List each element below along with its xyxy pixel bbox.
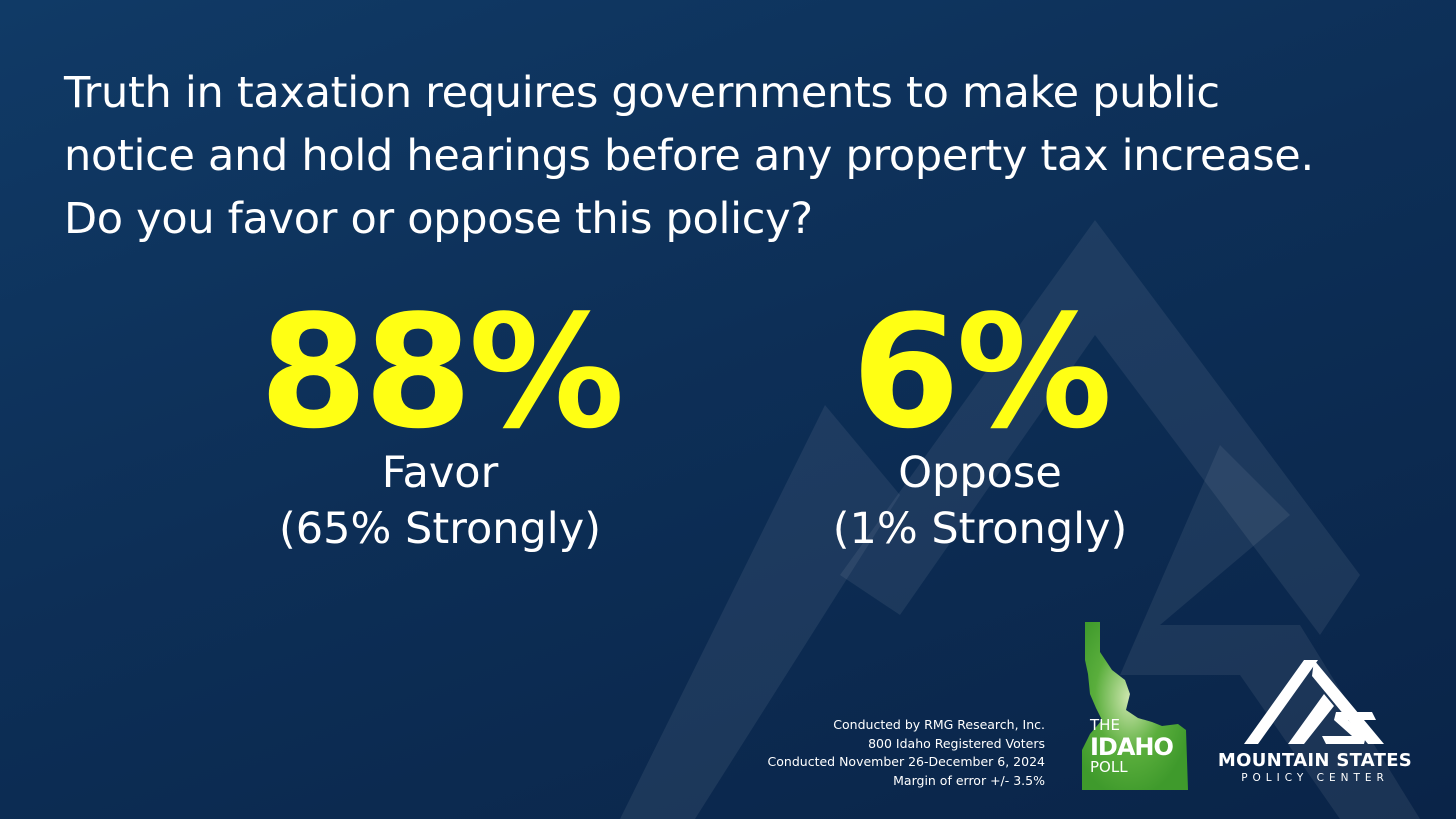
oppose-label: Oppose bbox=[898, 448, 1062, 498]
oppose-strongly: (1% Strongly) bbox=[832, 504, 1128, 554]
idaho-poll-poll: POLL bbox=[1090, 758, 1128, 776]
idaho-poll-logo: THE IDAHO POLL bbox=[1090, 716, 1174, 776]
oppose-percentage: 6% bbox=[851, 281, 1113, 463]
idaho-poll-the: THE bbox=[1090, 716, 1120, 734]
favor-percentage: 88% bbox=[259, 281, 624, 463]
mountain-states-subtitle: POLICY CENTER bbox=[1241, 772, 1389, 784]
question-line-1: Truth in taxation requires governments t… bbox=[64, 68, 1220, 118]
methodology-line: Margin of error +/- 3.5% bbox=[893, 772, 1045, 788]
question-line-2: notice and hold hearings before any prop… bbox=[64, 131, 1314, 181]
methodology-line: Conducted by RMG Research, Inc. bbox=[833, 717, 1045, 732]
favor-label: Favor bbox=[381, 448, 499, 498]
methodology-line: 800 Idaho Registered Voters bbox=[868, 735, 1045, 751]
question-line-3: Do you favor or oppose this policy? bbox=[64, 194, 813, 244]
favor-stat: 88% Favor (65% Strongly) bbox=[200, 292, 680, 560]
mountain-logo-icon bbox=[1244, 660, 1384, 744]
oppose-stat: 6% Oppose (1% Strongly) bbox=[740, 292, 1220, 560]
favor-strongly: (65% Strongly) bbox=[279, 504, 601, 554]
mountain-states-name: MOUNTAIN STATES bbox=[1217, 750, 1413, 771]
methodology-line: Conducted November 26-December 6, 2024 bbox=[767, 754, 1045, 769]
methodology-note: Conducted by RMG Research, Inc. 800 Idah… bbox=[700, 716, 1045, 790]
idaho-state-icon bbox=[1082, 622, 1188, 790]
poll-question: Truth in taxation requires governments t… bbox=[64, 62, 1404, 251]
idaho-poll-idaho: IDAHO bbox=[1090, 733, 1174, 761]
